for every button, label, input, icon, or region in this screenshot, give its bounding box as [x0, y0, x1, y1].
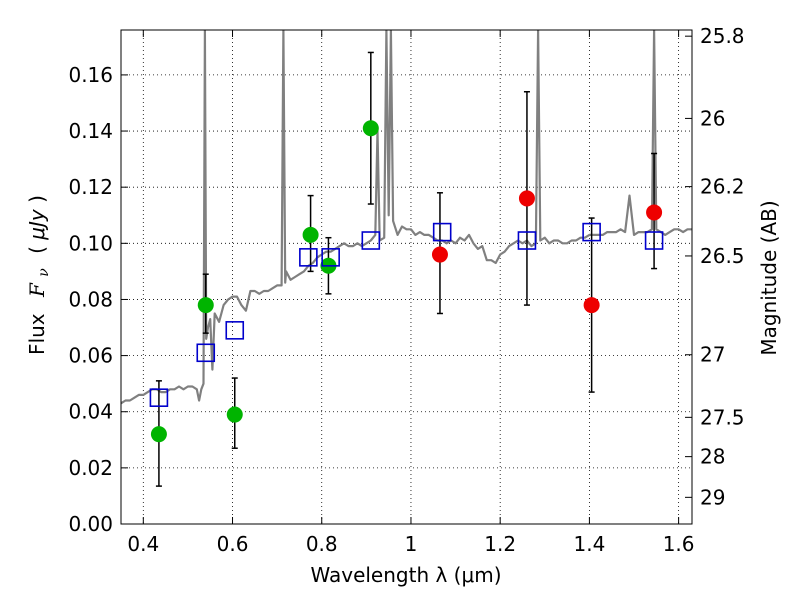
green-data-point — [226, 406, 243, 423]
model-square-marker — [299, 248, 318, 267]
green-data-point — [302, 226, 319, 243]
y-tick-label: 0.16 — [68, 63, 113, 87]
y-tick-label: 0.04 — [68, 400, 113, 424]
right-tick-label: 26.5 — [700, 244, 745, 268]
x-axis-label: Wavelength λ (μm) — [310, 563, 501, 587]
right-tick-label: 26.2 — [700, 175, 745, 199]
plot-frame — [120, 29, 693, 525]
green-data-point — [197, 297, 214, 314]
green-data-point — [150, 426, 167, 443]
y-axis-label: Flux F ν ( μJy ) — [25, 195, 53, 355]
model-square-marker — [432, 222, 452, 242]
model-square-marker — [644, 231, 664, 250]
model-square-marker — [361, 231, 381, 250]
x-tick-label: 1.6 — [663, 532, 695, 556]
right-tick-label: 27 — [700, 343, 725, 367]
y-axis-label-symbol: F — [25, 282, 49, 298]
model-square-marker — [582, 222, 601, 242]
spectrum-layer — [121, 30, 692, 405]
y-tick-label: 0.06 — [68, 344, 113, 368]
red-data-point — [518, 190, 535, 207]
y-axis-label-unit: μJy — [25, 208, 49, 241]
marker-layer — [149, 120, 664, 443]
y-tick-label: 0.12 — [68, 175, 113, 199]
x-tick-label: 1.4 — [573, 532, 605, 556]
model-square-marker — [321, 248, 340, 267]
x-tick-label: 0.4 — [127, 532, 159, 556]
right-tick-label: 28 — [700, 445, 725, 469]
x-tick-label: 0.6 — [217, 532, 249, 556]
model-square-marker — [196, 343, 216, 363]
y-axis-label-flux: Flux — [25, 313, 49, 355]
model-square-marker — [149, 388, 169, 407]
spectrum-line — [121, 30, 692, 405]
red-data-point — [583, 297, 600, 314]
y-axis-label-open: ( — [25, 240, 49, 254]
y-axis-label-subscript: ν — [36, 268, 52, 277]
y-tick-label: 0.00 — [68, 512, 113, 536]
red-data-point — [431, 246, 448, 263]
tick-label-layer: 0.4 0.6 0.8 1 1.2 1.4 1.6 0.00 0.02 0.04 0.06 0.08 0… — [68, 24, 744, 556]
y-tick-label: 0.10 — [68, 231, 113, 255]
y-tick-label: 0.02 — [68, 456, 113, 480]
x-tick-label: 1.2 — [484, 532, 516, 556]
x-tick-label: 1 — [405, 532, 418, 556]
y-tick-label: 0.08 — [68, 287, 113, 311]
right-tick-label: 25.8 — [700, 24, 745, 48]
model-square-marker — [225, 321, 245, 340]
y-tick-label: 0.14 — [68, 119, 113, 143]
green-data-point — [362, 120, 379, 137]
right-tick-label: 26 — [700, 106, 725, 130]
red-data-point — [646, 204, 663, 221]
model-square-marker — [517, 231, 537, 250]
y-axis-label-close: ) — [25, 195, 49, 203]
right-tick-label: 29 — [700, 485, 725, 509]
x-tick-label: 0.8 — [306, 532, 338, 556]
tick-layer — [121, 30, 692, 525]
y-axis-right-label: Magnitude (AB) — [757, 200, 781, 355]
right-tick-label: 27.5 — [700, 405, 745, 429]
